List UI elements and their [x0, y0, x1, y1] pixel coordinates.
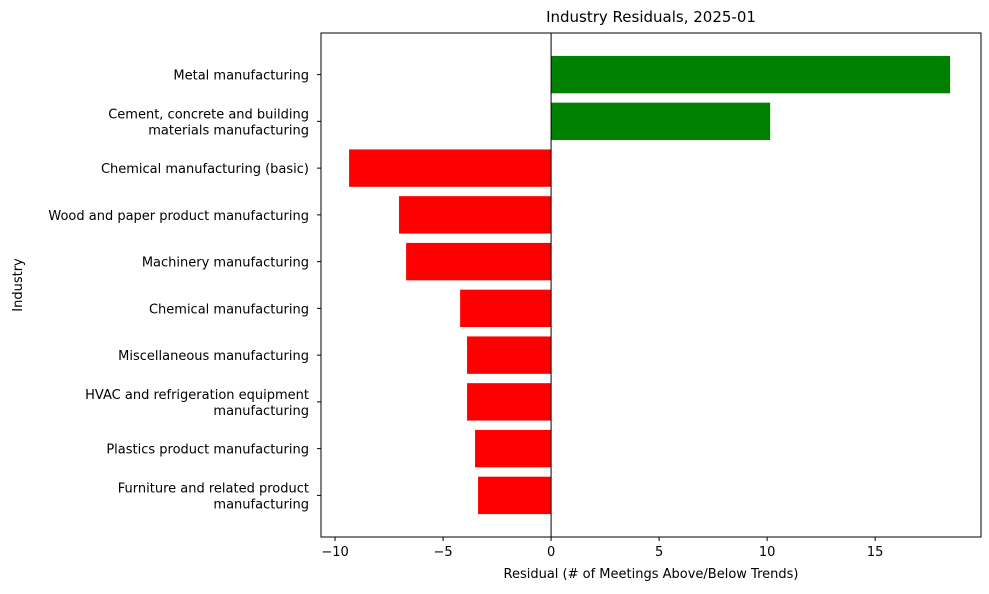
x-axis-label: Residual (# of Meetings Above/Below Tren… [504, 567, 799, 582]
y-tick-label: Plastics product manufacturing [106, 443, 309, 458]
x-tick-label: 15 [867, 545, 884, 560]
bar [460, 289, 552, 328]
chart-title: Industry Residuals, 2025-01 [546, 8, 756, 26]
y-tick-label: Metal manufacturing [173, 69, 309, 84]
bar [551, 55, 951, 94]
x-tick-label: 0 [547, 545, 555, 560]
y-axis-label: Industry [11, 258, 26, 312]
x-tick-label: −10 [321, 545, 348, 560]
y-tick-label: HVAC and refrigeration equipment manufact… [85, 388, 309, 419]
y-tick-label: Wood and paper product manufacturing [48, 209, 309, 224]
bar [478, 476, 552, 515]
bar [349, 149, 552, 187]
y-tick-label: Miscellaneous manufacturing [118, 349, 309, 364]
y-tick-label: Furniture and related product manufacturi… [118, 481, 309, 512]
x-tick-label: 5 [655, 545, 663, 560]
x-tick-label: 10 [759, 545, 776, 560]
bar [551, 102, 771, 141]
plot-frame [320, 32, 982, 538]
bar [406, 242, 552, 281]
bar [398, 196, 552, 234]
y-tick-label: Chemical manufacturing (basic) [101, 162, 309, 177]
bar [467, 383, 552, 421]
bar [467, 336, 552, 374]
y-tick-label: Cement, concrete and building materials m… [108, 107, 309, 138]
bar [475, 429, 552, 468]
y-tick-label: Chemical manufacturing [149, 302, 309, 317]
y-tick-label: Machinery manufacturing [142, 256, 309, 271]
x-tick-label: −5 [433, 545, 452, 560]
